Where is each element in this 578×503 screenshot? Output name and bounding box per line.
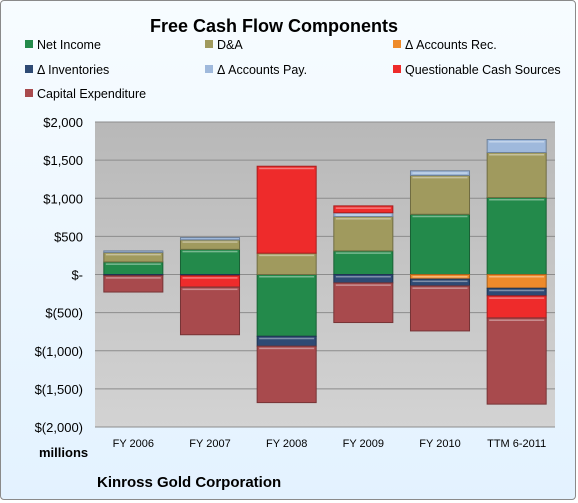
legend-label: Δ Accounts Rec. xyxy=(405,38,497,52)
bar-segment xyxy=(409,274,471,280)
y-tick-label: $(500) xyxy=(45,306,83,321)
bars xyxy=(103,139,547,405)
legend-swatch xyxy=(393,40,401,48)
bar-segment xyxy=(486,287,547,297)
y-tick-label: $(1,500) xyxy=(35,382,83,397)
bar-segment xyxy=(333,250,394,276)
y-tick-label: $(2,000) xyxy=(35,420,83,435)
chart-title: Free Cash Flow Components xyxy=(150,16,398,36)
legend-label: D&A xyxy=(217,38,243,52)
bar-segment xyxy=(179,248,241,275)
bar-segment xyxy=(333,282,394,324)
gridlines xyxy=(95,121,555,428)
bar-segment xyxy=(409,285,471,332)
bar-segment xyxy=(333,274,394,284)
bar-segment xyxy=(486,139,547,154)
bar-segment xyxy=(179,286,241,336)
bar-segment xyxy=(333,216,394,252)
bar-segment xyxy=(256,335,317,347)
bar-segment xyxy=(256,274,317,337)
legend: Net Income D&A Δ Accounts Rec. Δ Inventorie… xyxy=(25,38,561,101)
y-tick-label: $2,000 xyxy=(43,115,83,130)
legend-swatch xyxy=(393,65,401,73)
bar-segment xyxy=(486,274,547,289)
bar-segment xyxy=(409,213,471,275)
x-tick-label: FY 2007 xyxy=(189,438,230,450)
legend-swatch xyxy=(25,65,33,73)
bar-segment xyxy=(409,174,471,215)
bar-segment xyxy=(486,196,547,275)
legend-swatch xyxy=(25,40,33,48)
bar-segment xyxy=(333,205,394,214)
y-tick-label: $1,500 xyxy=(43,153,83,168)
bar-segment xyxy=(103,250,164,253)
bar-segment xyxy=(103,275,164,293)
bar-segment xyxy=(256,345,317,404)
legend-swatch xyxy=(25,89,33,97)
footer-company-name: Kinross Gold Corporation xyxy=(97,474,281,491)
x-tick-label: FY 2006 xyxy=(113,438,154,450)
units-label: millions xyxy=(39,445,88,460)
bar-segment xyxy=(103,261,164,276)
bar-segment xyxy=(486,317,547,405)
x-axis: FY 2006 FY 2007 FY 2008 FY 2009 FY 2010 TTM 6… xyxy=(113,438,547,450)
x-tick-label: TTM 6-2011 xyxy=(487,438,546,450)
legend-label: Net Income xyxy=(37,38,101,52)
legend-swatch xyxy=(205,65,213,73)
bar-segment xyxy=(486,152,547,198)
legend-label: Δ Inventories xyxy=(37,63,109,77)
bar-segment xyxy=(256,165,317,254)
bar-segment xyxy=(179,275,241,288)
x-tick-label: FY 2008 xyxy=(266,438,307,450)
bar-segment xyxy=(256,252,317,275)
y-axis: $2,000 $1,500 $1,000 $500 $- $(500) $(1,000) $(… xyxy=(35,115,83,435)
bar-segment xyxy=(409,278,471,287)
y-tick-label: $- xyxy=(71,268,83,283)
bar-segment xyxy=(103,251,164,263)
bar-segment xyxy=(486,295,547,319)
legend-label: Δ Accounts Pay. xyxy=(217,63,307,77)
bar-segment xyxy=(179,237,241,241)
bar-segment xyxy=(179,239,241,250)
legend-label: Capital Expenditure xyxy=(37,87,146,101)
x-tick-label: FY 2009 xyxy=(343,438,384,450)
y-tick-label: $500 xyxy=(54,229,83,244)
bar-segment xyxy=(333,212,394,218)
y-tick-label: $(1,000) xyxy=(35,344,83,359)
legend-label: Questionable Cash Sources xyxy=(405,63,561,77)
y-tick-label: $1,000 xyxy=(43,191,83,206)
legend-swatch xyxy=(205,40,213,48)
bar-segment xyxy=(409,170,471,176)
x-tick-label: FY 2010 xyxy=(419,438,460,450)
